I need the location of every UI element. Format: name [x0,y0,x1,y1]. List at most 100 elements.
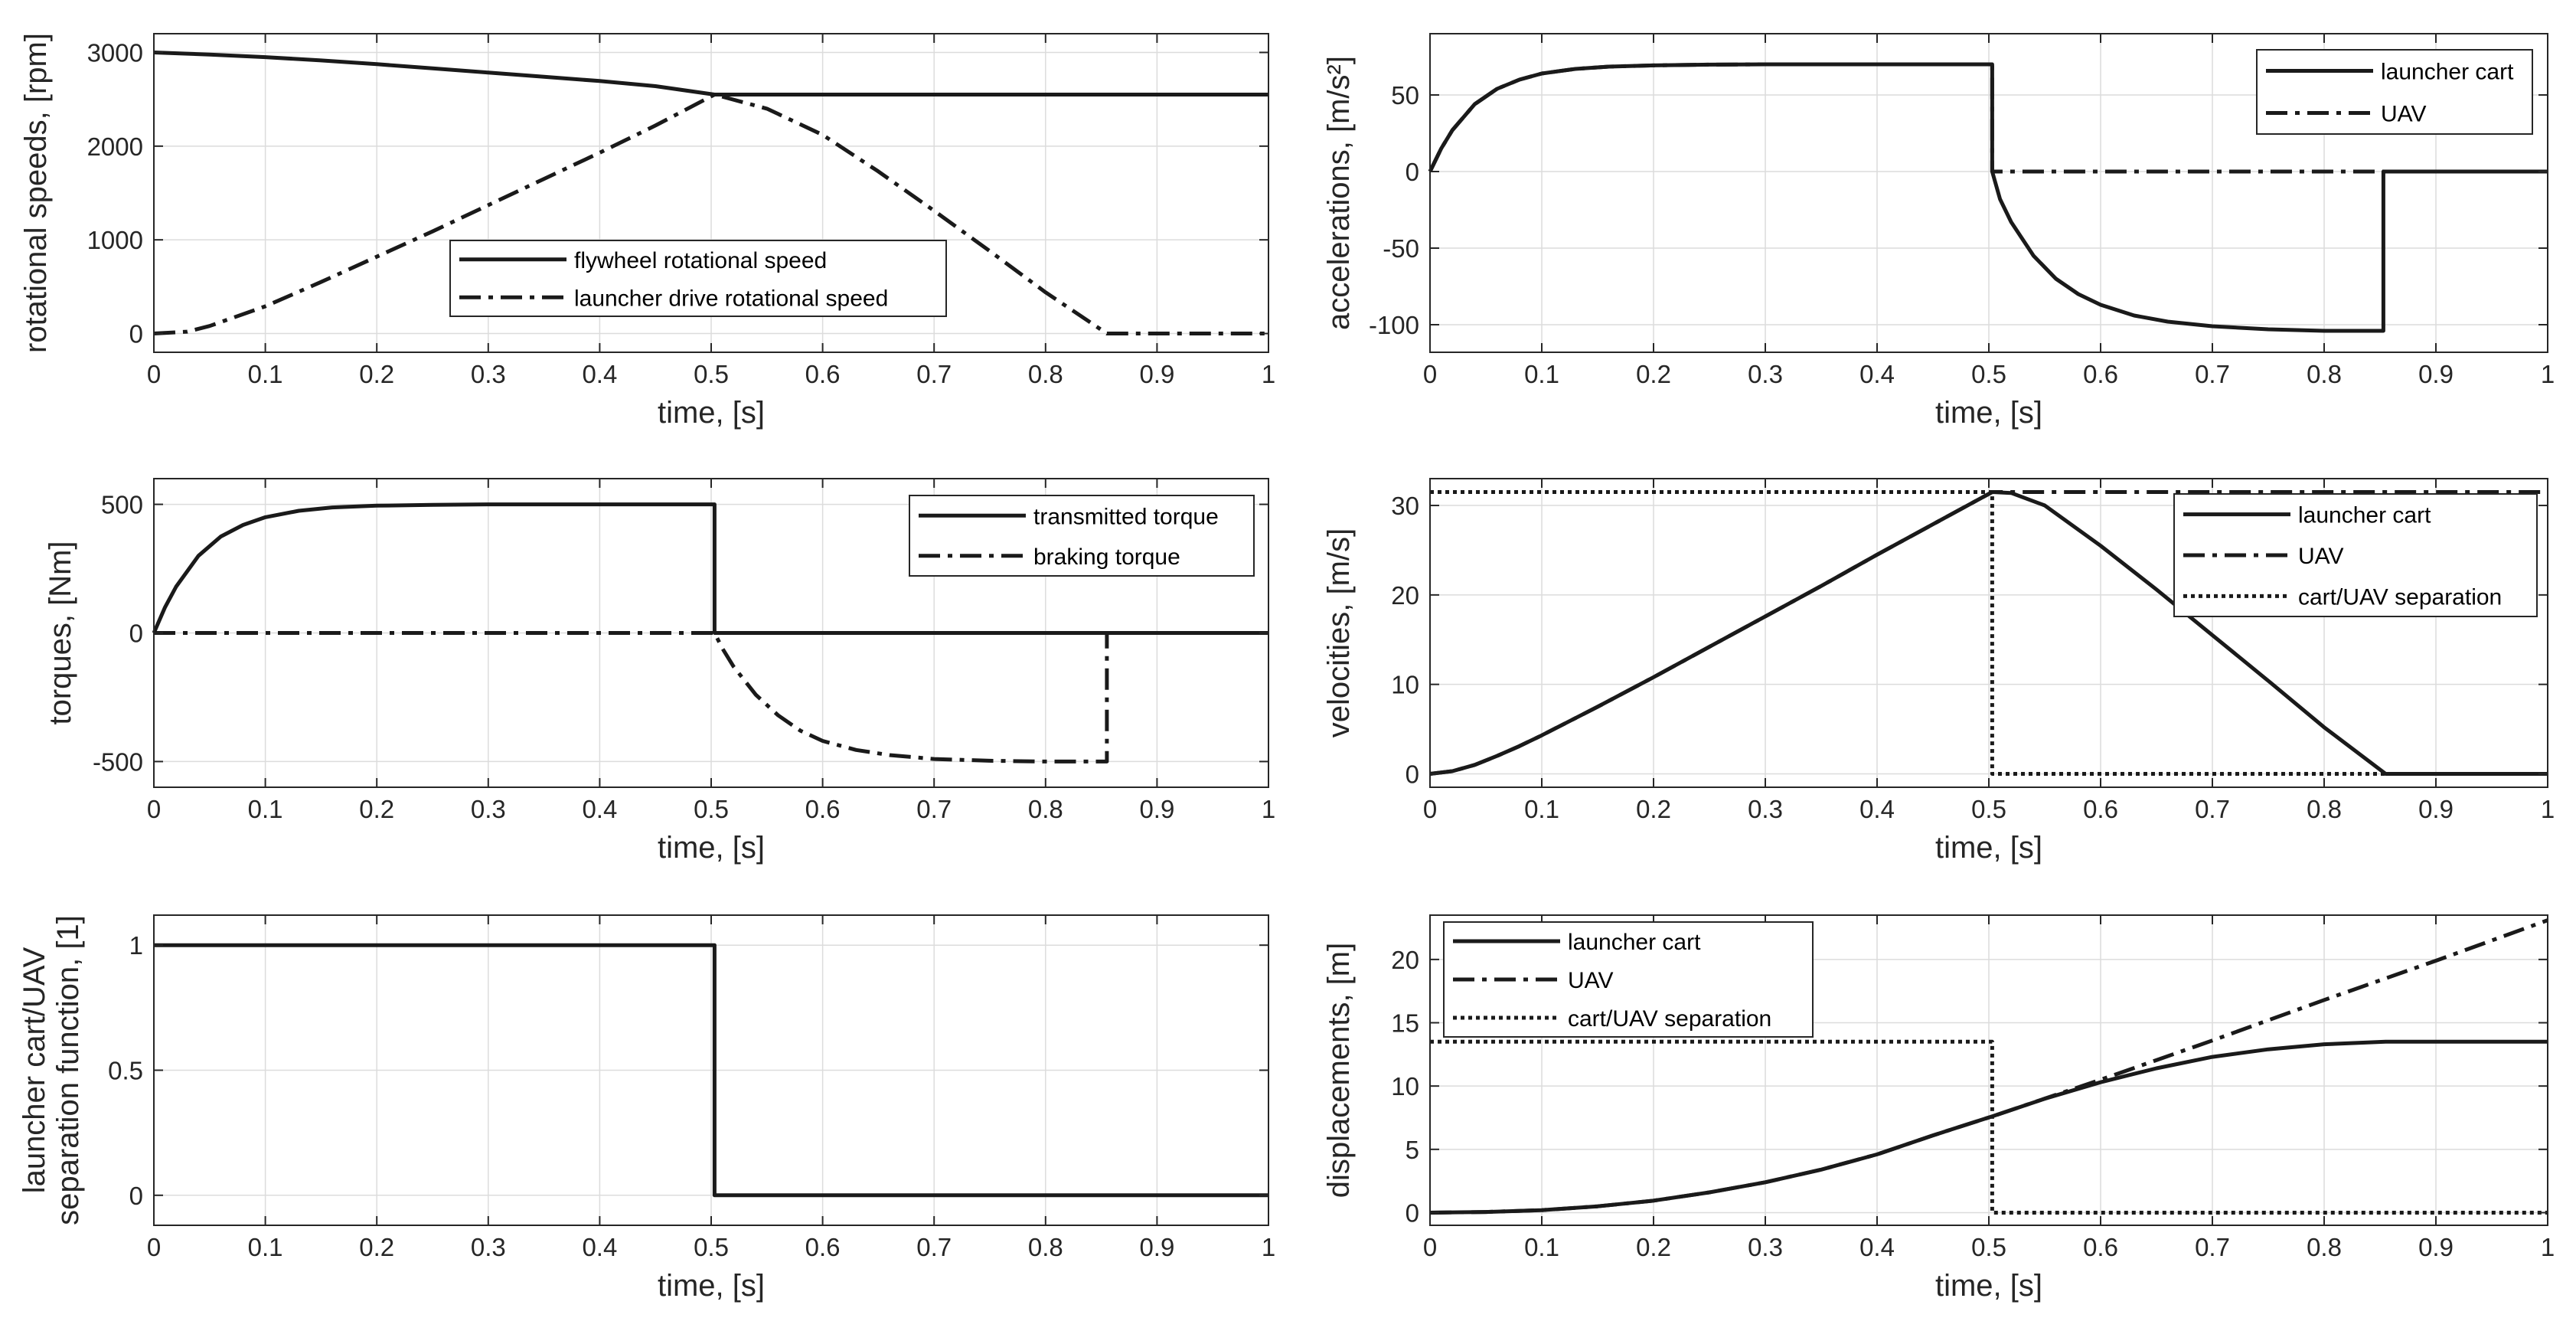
x-tick-label: 0.3 [471,795,506,823]
legend-label: UAV [2298,544,2343,569]
legend: launcher cart UAV [2256,49,2533,135]
series-line-flywheel-rotational-speed [153,51,1268,96]
legend-label: launcher cart [2381,60,2514,85]
legend-box [909,495,1255,577]
y-tick-label: 0 [1406,158,1419,186]
y-tick-label: -50 [1383,234,1419,263]
x-tick-label: 0.9 [1139,1233,1174,1261]
x-axis-label: time, [s] [1935,1269,2042,1303]
x-tick-label: 0 [1423,360,1437,388]
x-tick-label: 0.8 [1028,795,1063,823]
x-tick-label: 0.8 [2307,795,2342,823]
y-axis-label: torques, [Nm] [44,541,77,724]
chart-torques: 0 0.1 0.2 0.3 0.4 0.5 0.6 0.7 0.8 0.9 1-5000500tim… [44,478,1275,865]
y-tick-label: 2000 [87,132,143,161]
x-tick-label: 1 [2541,360,2555,388]
x-axis-label: time, [s] [658,396,765,430]
y-tick-label: 20 [1391,581,1419,610]
y-tick-label: 0 [129,1182,143,1210]
x-axis-label: time, [s] [658,831,765,865]
x-tick-label: 0.8 [2307,360,2342,388]
legend-label: UAV [2381,102,2426,127]
x-tick-label: 0.1 [248,795,283,823]
x-tick-label: 0.7 [916,795,952,823]
x-tick-label: 0.4 [1859,1233,1895,1261]
x-tick-label: 1 [2541,795,2555,823]
series-line-separation-function [154,943,1268,1198]
x-axis-label: time, [s] [1935,831,2042,865]
x-tick-label: 0.3 [471,360,506,388]
y-tick-label: 5 [1406,1136,1419,1164]
chart-separation-function: 0 0.1 0.2 0.3 0.4 0.5 0.6 0.7 0.8 0.9 1 0 0.5 1 time, … [18,914,1275,1303]
x-tick-label: 0 [1423,795,1437,823]
x-tick-label: 0.5 [694,360,729,388]
legend-label: launcher cart [1568,930,1701,955]
x-tick-label: 0.6 [2083,795,2118,823]
x-tick-label: 0.5 [1971,1233,2006,1261]
series-line-uav [1429,918,2548,1215]
x-tick-label: 0.3 [1748,1233,1783,1261]
series-line-launcher-drive-rotational-speed [153,93,1268,335]
x-tick-label: 0.8 [1028,1233,1063,1261]
x-tick-label: 0.2 [1636,795,1671,823]
x-tick-label: 0.1 [1524,360,1559,388]
legend-label: transmitted torque [1033,504,1219,529]
y-axis-label: accelerations, [m/s²] [1322,56,1356,330]
x-tick-label: 0.5 [694,795,729,823]
x-tick-label: 0.9 [2418,795,2454,823]
x-tick-label: 1 [1262,1233,1275,1261]
legend-label: launcher cart [2298,503,2431,528]
legend: launcher cart UAV cart/UAV separation [1443,921,1814,1038]
x-tick-label: 0.6 [805,1233,841,1261]
y-tick-label: 10 [1391,671,1419,699]
x-tick-label: 0 [147,360,161,388]
y-tick-label: 0 [1406,760,1419,788]
legend-box [449,240,947,317]
series-line-cart-uav-separation [1430,1039,2548,1215]
series-line-uav [1429,490,2548,776]
x-tick-label: 0.3 [471,1233,506,1261]
legend-label: cart/UAV separation [2298,584,2502,610]
x-tick-label: 0.7 [2195,1233,2230,1261]
y-tick-label: -100 [1369,311,1419,339]
y-tick-label: 1000 [87,226,143,254]
x-axis-label: time, [s] [658,1269,765,1303]
y-tick-label: 0 [129,320,143,348]
x-tick-label: 0.7 [2195,795,2230,823]
x-tick-label: 0.9 [2418,1233,2454,1261]
y-tick-label: -500 [93,747,143,776]
x-tick-label: 0.1 [1524,1233,1559,1261]
x-tick-label: 0.4 [582,795,617,823]
series-line-braking-torque [154,631,1268,764]
chart-rotational-speeds: 0 0.1 0.2 0.3 0.4 0.5 0.6 0.7 0.8 0.9 1 0 1000 2000 30… [19,33,1275,430]
series-line-transmitted-torque [152,502,1268,635]
chart-displacements: 0 0.1 0.2 0.3 0.4 0.5 0.6 0.7 0.8 0.9 105101520tim… [1322,914,2555,1303]
y-axis-label: launcher cart/UAV [18,947,51,1193]
x-tick-label: 0.9 [1139,795,1174,823]
x-tick-label: 0.3 [1748,360,1783,388]
y-tick-label: 20 [1391,946,1419,974]
y-tick-label: 0 [1406,1198,1419,1227]
x-tick-label: 0.1 [1524,795,1559,823]
chart-velocities: 0 0.1 0.2 0.3 0.4 0.5 0.6 0.7 0.8 0.9 10102030time… [1322,478,2555,865]
y-axis-label: rotational speeds, [rpm] [19,33,53,353]
y-axis-label: separation function, [1] [51,915,85,1225]
x-tick-label: 0 [147,1233,161,1261]
y-tick-label: 0.5 [108,1057,143,1085]
x-tick-label: 1 [1262,360,1275,388]
x-tick-label: 0.5 [1971,360,2006,388]
legend-box [2256,49,2533,135]
x-tick-label: 0.1 [248,1233,283,1261]
x-tick-label: 0.6 [2083,360,2118,388]
x-tick-label: 0.1 [248,360,283,388]
x-tick-label: 1 [2541,1233,2555,1261]
y-tick-label: 10 [1391,1072,1419,1100]
legend-label: braking torque [1033,544,1180,570]
x-tick-label: 0.2 [359,795,394,823]
legend: transmitted torque braking torque [909,495,1255,577]
x-tick-label: 0.9 [2418,360,2454,388]
x-tick-label: 0.4 [1859,360,1895,388]
x-tick-label: 0.7 [2195,360,2230,388]
x-tick-label: 0.2 [359,360,394,388]
